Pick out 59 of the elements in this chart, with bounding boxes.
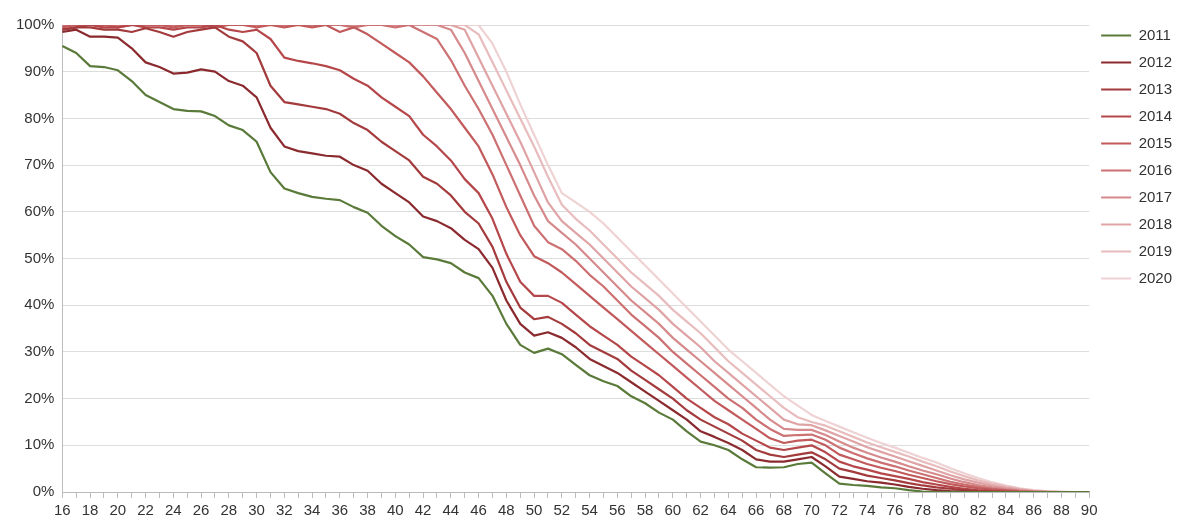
x-tick-label: 88 (1053, 501, 1070, 519)
x-tick-label: 44 (442, 501, 460, 519)
x-tick-label: 40 (387, 501, 404, 519)
legend-label: 2013 (1138, 79, 1173, 97)
y-tick-label: 50% (24, 248, 55, 266)
legend-label: 2020 (1138, 268, 1173, 286)
x-tick-label: 82 (969, 501, 987, 519)
x-tick-label: 68 (775, 501, 793, 519)
x-tick-label: 86 (1025, 501, 1042, 519)
legend-label: 2015 (1138, 133, 1173, 151)
legend-label: 2017 (1138, 187, 1173, 205)
x-tick-label: 64 (720, 501, 737, 519)
x-tick-label: 46 (470, 501, 487, 519)
x-tick-label: 32 (276, 501, 293, 519)
x-tick-label: 50 (525, 501, 543, 519)
x-tick-label: 80 (942, 501, 959, 519)
y-tick-label: 70% (24, 155, 55, 173)
x-tick-label: 48 (498, 501, 515, 519)
x-tick-label: 24 (165, 501, 182, 519)
x-tick-label: 20 (109, 501, 127, 519)
x-tick-label: 72 (831, 501, 848, 519)
legend-label: 2016 (1138, 160, 1173, 178)
x-tick-label: 30 (248, 501, 265, 519)
y-tick-label: 60% (24, 201, 55, 219)
x-tick-label: 34 (303, 501, 321, 519)
x-tick-label: 62 (692, 501, 709, 519)
x-tick-label: 56 (609, 501, 626, 519)
y-tick-label: 100% (15, 15, 55, 33)
x-tick-label: 26 (192, 501, 210, 519)
y-tick-label: 90% (24, 61, 55, 79)
x-tick-label: 22 (137, 501, 154, 519)
x-tick-label: 54 (581, 501, 598, 519)
x-tick-label: 42 (414, 501, 432, 519)
x-tick-label: 60 (664, 501, 682, 519)
x-tick-label: 74 (858, 501, 876, 519)
y-tick-label: 80% (24, 108, 55, 126)
x-tick-label: 66 (747, 501, 765, 519)
legend-label: 2011 (1138, 25, 1171, 43)
legend-label: 2019 (1138, 241, 1173, 259)
x-tick-label: 76 (886, 501, 904, 519)
x-tick-label: 52 (553, 501, 571, 519)
x-tick-label: 16 (54, 501, 71, 519)
x-tick-label: 70 (803, 501, 820, 519)
legend-label: 2012 (1138, 52, 1173, 70)
y-tick-label: 30% (24, 342, 55, 360)
x-tick-label: 18 (81, 501, 99, 519)
y-tick-label: 0% (32, 482, 55, 500)
legend-label: 2018 (1138, 214, 1173, 232)
y-tick-label: 40% (24, 295, 55, 313)
x-tick-label: 28 (220, 501, 238, 519)
legend-label: 2014 (1138, 106, 1173, 124)
x-tick-label: 58 (636, 501, 654, 519)
x-tick-label: 78 (914, 501, 931, 519)
x-tick-label: 38 (359, 501, 376, 519)
y-tick-label: 10% (24, 435, 55, 453)
x-tick-label: 36 (331, 501, 349, 519)
x-tick-label: 84 (997, 501, 1015, 519)
x-tick-label: 90 (1080, 501, 1098, 519)
y-tick-label: 20% (24, 388, 55, 406)
